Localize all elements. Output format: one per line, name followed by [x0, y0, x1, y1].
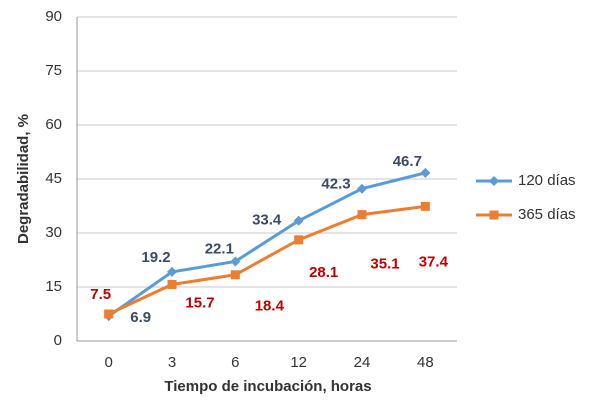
x-tick-label: 0: [104, 354, 112, 371]
data-label: 22.1: [205, 240, 234, 257]
legend-marker: [489, 210, 499, 220]
x-tick-label: 48: [417, 354, 434, 371]
legend-marker: [489, 176, 499, 186]
data-point: [357, 210, 367, 220]
y-tick-label: 60: [45, 116, 62, 133]
data-label: 28.1: [309, 264, 338, 281]
data-label: 18.4: [255, 298, 285, 315]
data-label: 19.2: [141, 249, 170, 266]
data-label: 42.3: [321, 176, 350, 193]
x-tick-label: 24: [354, 354, 371, 371]
data-label: 33.4: [252, 212, 282, 229]
data-point: [230, 256, 241, 267]
y-tick-label: 75: [45, 62, 62, 79]
x-tick-label: 3: [168, 354, 176, 371]
data-point: [167, 279, 177, 289]
y-axis-title: Degradabilidad, %: [15, 114, 32, 244]
data-point: [420, 167, 431, 178]
series-line: [107, 171, 426, 318]
y-tick-label: 30: [45, 224, 62, 241]
legend-label: 120 días: [518, 172, 576, 189]
data-point: [230, 270, 240, 280]
x-axis-title: Tiempo de incubación, horas: [164, 378, 371, 395]
series-line: [108, 204, 426, 316]
data-label: 46.7: [393, 153, 422, 170]
data-point: [420, 201, 430, 211]
data-point: [167, 266, 177, 277]
x-tick-label: 6: [231, 354, 239, 371]
data-label: 35.1: [370, 256, 399, 273]
data-point: [293, 215, 304, 226]
y-tick-label: 0: [54, 332, 62, 349]
legend-label: 365 días: [518, 206, 576, 223]
y-tick-label: 90: [45, 8, 62, 25]
x-tick-label: 12: [290, 354, 307, 371]
data-point: [357, 183, 367, 194]
data-label: 15.7: [185, 294, 214, 311]
data-label: 37.4: [419, 253, 449, 270]
y-tick-label: 15: [45, 278, 62, 295]
data-point: [104, 309, 114, 319]
data-label: 6.9: [130, 309, 151, 326]
y-tick-label: 45: [45, 170, 62, 187]
data-label: 7.5: [90, 286, 111, 303]
data-point: [294, 235, 304, 245]
